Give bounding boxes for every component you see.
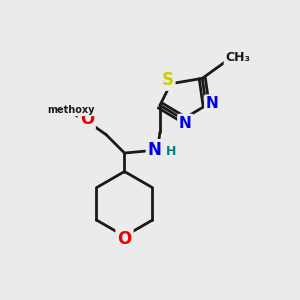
Text: O: O [80, 110, 94, 128]
Text: S: S [162, 71, 174, 89]
Text: N: N [148, 141, 161, 159]
Text: N: N [179, 116, 192, 130]
Text: H: H [166, 145, 177, 158]
Text: O: O [117, 230, 132, 247]
Text: N: N [206, 96, 219, 111]
Text: CH₃: CH₃ [225, 51, 250, 64]
Text: methoxy: methoxy [47, 105, 94, 115]
